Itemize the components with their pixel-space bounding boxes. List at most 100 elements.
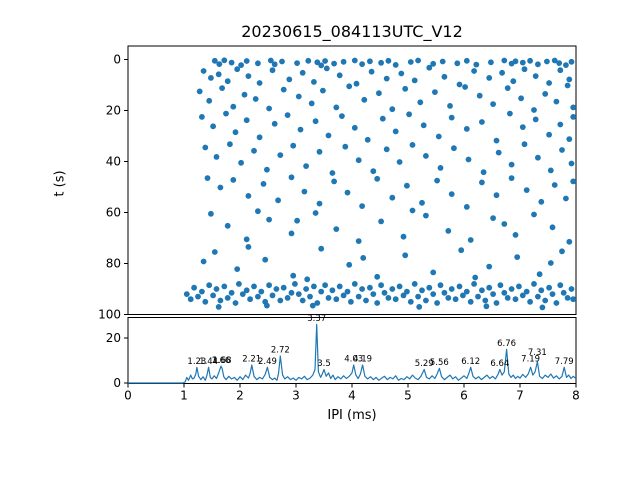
scatter-point — [329, 287, 336, 294]
scatter-point — [479, 179, 485, 186]
scatter-point — [472, 274, 479, 281]
scatter-point — [551, 182, 558, 188]
scatter-point — [247, 296, 254, 303]
scatter-point — [339, 113, 345, 119]
scatter-point — [294, 60, 300, 66]
peak-label: 2.21 — [242, 355, 261, 365]
scatter-point — [389, 194, 396, 201]
scatter-point — [389, 286, 396, 292]
scatter-point — [462, 84, 468, 90]
scatter-point — [532, 116, 539, 123]
scatter-point — [264, 166, 270, 173]
scatter-point — [510, 78, 517, 85]
scatter-point — [210, 292, 217, 299]
peak-label: 2.72 — [271, 346, 290, 356]
scatter-point — [308, 100, 315, 107]
scatter-point — [351, 281, 358, 287]
scatter-points — [183, 57, 577, 311]
ipi-line — [128, 323, 577, 384]
scatter-point — [228, 289, 235, 296]
scatter-point — [516, 283, 522, 290]
scatter-point — [264, 302, 270, 309]
scatter-point — [228, 59, 235, 66]
scatter-axes: 0 20 40 60 80 100 — [98, 45, 577, 322]
ipi-y-tick-label: 20 — [106, 331, 121, 345]
peak-annotations: 1.231.441.661.68 2.212.492.72 3.37 3.5 4.034… — [187, 314, 573, 369]
scatter-point — [473, 61, 480, 68]
scatter-point — [204, 175, 211, 182]
scatter-point — [303, 286, 309, 292]
scatter-point — [325, 132, 332, 139]
scatter-point — [224, 295, 231, 301]
scatter-point — [441, 289, 448, 296]
scatter-point — [519, 292, 526, 299]
scatter-point — [435, 133, 442, 140]
scatter-point — [277, 297, 284, 304]
scatter-point — [202, 144, 209, 151]
scatter-point — [288, 289, 295, 296]
scatter-point — [423, 153, 429, 159]
scatter-point — [448, 286, 455, 292]
scatter-point — [570, 114, 577, 120]
scatter-point — [322, 282, 328, 289]
scatter-point — [445, 228, 452, 234]
scatter-point — [348, 298, 354, 305]
scatter-point — [519, 59, 526, 66]
scatter-point — [563, 195, 569, 202]
scatter-point — [507, 110, 513, 117]
scatter-point — [234, 66, 241, 73]
scatter-point — [213, 154, 220, 160]
scatter-point — [294, 217, 300, 224]
scatter-point — [243, 58, 250, 64]
scatter-point — [211, 57, 218, 64]
scatter-point — [531, 107, 537, 113]
scatter-point — [535, 61, 541, 68]
scatter-point — [333, 226, 340, 233]
scatter-point — [309, 302, 316, 309]
ipi-x-tick-label: 1 — [180, 389, 188, 403]
scatter-point — [566, 238, 573, 245]
scatter-point — [392, 128, 399, 135]
scatter-point — [488, 59, 494, 66]
scatter-point — [419, 287, 425, 294]
scatter-point — [360, 255, 367, 261]
scatter-point — [512, 58, 519, 65]
scatter-point — [570, 296, 577, 303]
scatter-point — [367, 284, 373, 291]
scatter-point — [482, 297, 489, 304]
scatter-point — [269, 67, 276, 74]
scatter-point — [385, 57, 392, 64]
scatter-point — [420, 122, 427, 129]
scatter-y-tick-label: 60 — [106, 206, 121, 220]
scatter-point — [258, 288, 265, 295]
scatter-point — [260, 181, 267, 187]
scatter-point — [448, 114, 455, 121]
scatter-point — [486, 263, 493, 270]
scatter-point — [255, 293, 261, 300]
scatter-point — [325, 295, 332, 301]
peak-label: 7.79 — [555, 357, 574, 367]
scatter-point — [364, 136, 371, 143]
scatter-point — [311, 79, 317, 85]
scatter-point — [314, 59, 321, 66]
scatter-point — [475, 293, 481, 300]
scatter-point — [216, 61, 223, 67]
scatter-point — [456, 283, 463, 290]
scatter-point — [501, 57, 508, 64]
scatter-point — [295, 291, 302, 297]
scatter-point — [333, 104, 340, 111]
scatter-point — [490, 101, 496, 107]
peak-label: 6.64 — [490, 359, 509, 369]
scatter-point — [355, 238, 362, 245]
scatter-point — [460, 292, 466, 299]
scatter-point — [434, 177, 440, 184]
scatter-point — [355, 293, 362, 300]
scatter-point — [256, 80, 263, 86]
scatter-point — [539, 304, 546, 311]
scatter-point — [295, 93, 302, 100]
scatter-point — [426, 284, 433, 291]
scatter-point — [430, 60, 437, 67]
plot-title: 20230615_084113UTC_V12 — [241, 22, 463, 41]
scatter-point — [243, 287, 250, 294]
scatter-point — [559, 248, 565, 255]
